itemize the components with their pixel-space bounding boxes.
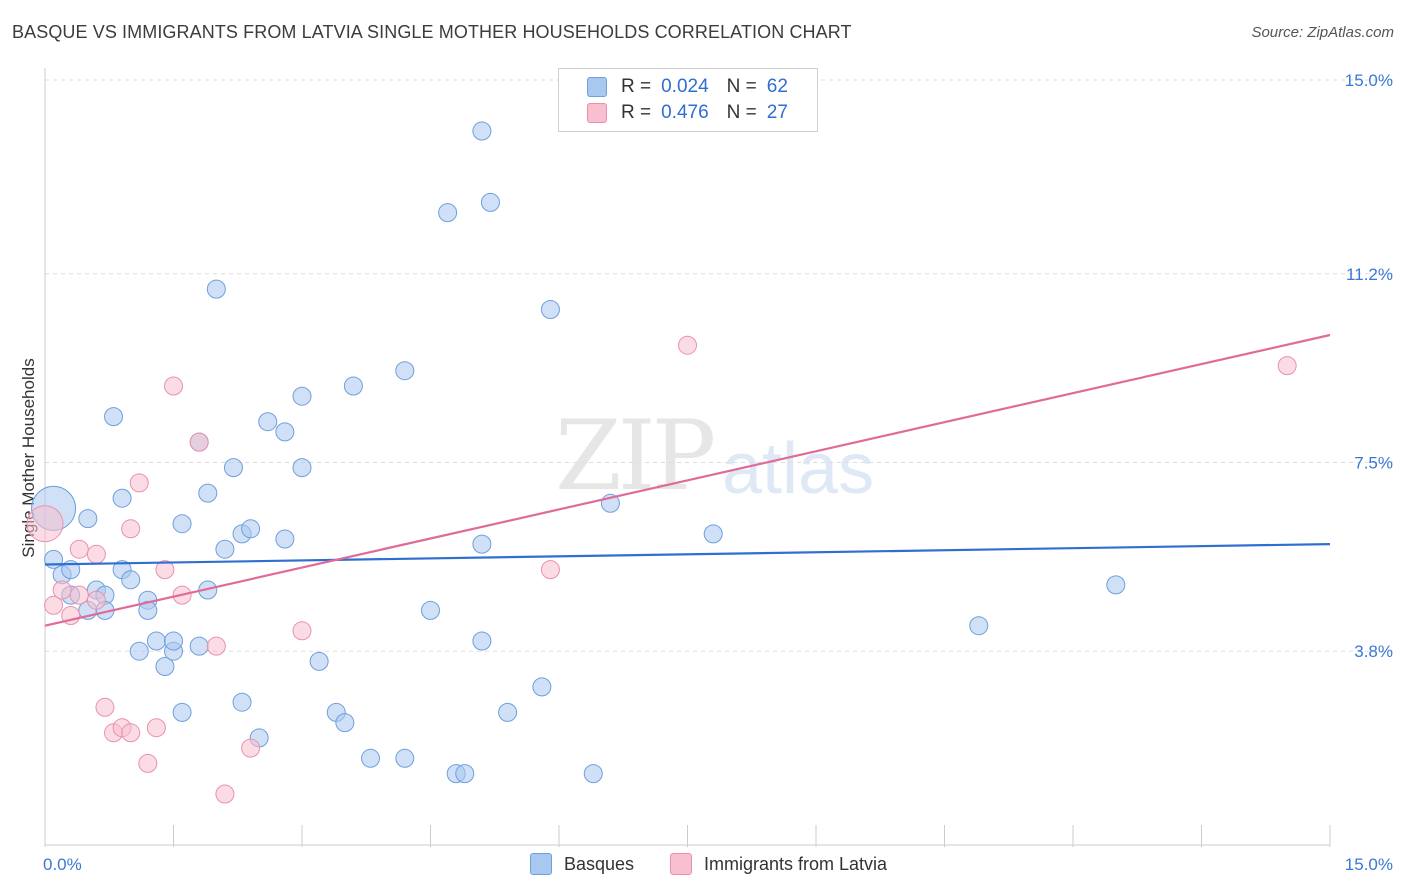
legend-n-label: N = [726,102,757,123]
latvia-point [121,519,141,539]
basque-point [241,519,261,539]
basque-point [309,651,329,671]
latvia-point [138,753,158,773]
latvia-point [206,636,226,656]
chart-title: BASQUE VS IMMIGRANTS FROM LATVIA SINGLE … [12,22,852,42]
basque-point [189,636,209,656]
latvia-point [164,376,183,396]
basque-point [498,702,518,722]
basque-point [206,279,226,299]
basque-point [395,748,415,768]
basque-point [361,748,381,768]
bottom-legend-label: Basques [564,853,635,874]
basque-trend-line [44,543,1331,566]
basque-point [583,764,603,784]
basque-point [532,677,552,697]
basque-point [112,488,132,508]
basque-point [472,121,492,141]
basque-point [292,458,312,478]
blue-swatch-icon [530,853,552,875]
y-tick-label: 15.0% [1345,71,1393,90]
basque-point [472,534,492,554]
basque-point [438,203,458,223]
basque-point [969,616,989,636]
y-tick-label: 3.8% [1354,642,1393,661]
pink-swatch-icon [587,103,607,123]
basque-point [455,764,475,784]
latvia-point [86,544,106,564]
watermark-atlas: atlas [722,429,875,509]
basque-point [421,600,440,620]
latvia-point [86,590,106,610]
latvia-trend-line [44,333,1331,627]
watermark-zip: ZIP [555,400,716,512]
latvia-point [69,539,89,559]
legend-r-label: R = [621,102,652,123]
basque-point [232,692,252,712]
latvia-point [189,432,209,452]
latvia-point [678,335,697,355]
source-label: Source: ZipAtlas.com [1251,24,1394,41]
basque-point [104,407,124,427]
basque-point [129,641,149,661]
basque-point [540,300,560,319]
correlation-legend: R = 0.024 N = 62 R = 0.476 N = 27 [558,68,818,132]
latvia-point [1277,356,1297,376]
latvia-point [26,505,64,543]
x-tick-label: 0.0% [43,855,82,874]
basque-point [703,524,723,544]
legend-r-label: R = [621,76,652,97]
legend-n-value: 62 [766,76,788,97]
basque-point [172,702,192,722]
latvia-point [146,718,166,738]
basque-point [275,529,295,549]
basque-point [292,386,312,406]
basque-point [78,509,98,529]
pink-swatch-icon [670,853,692,875]
legend-row-latvia: R = 0.476 N = 27 [587,101,788,125]
latvia-point [95,697,115,717]
bottom-legend-basques: Basques [530,851,634,877]
latvia-point [215,784,235,804]
basque-point [1106,575,1126,595]
y-tick-label: 7.5% [1354,454,1393,473]
basque-point [275,422,295,442]
latvia-point [241,738,261,758]
basque-point [472,631,492,651]
legend-n-value: 27 [766,102,788,123]
basque-point [155,657,175,676]
bottom-legend-latvia: Immigrants from Latvia [670,851,887,877]
latvia-point [129,473,149,493]
basque-point [164,631,183,651]
basque-point [172,514,192,534]
basque-point [215,539,235,559]
legend-r-value: 0.024 [661,76,709,97]
basque-point [343,376,363,396]
legend-row-basques: R = 0.024 N = 62 [587,75,788,99]
latvia-point [121,723,141,743]
legend-r-value: 0.476 [661,102,709,123]
basque-point [480,192,500,212]
basque-point [198,483,218,503]
legend-n-label: N = [726,76,757,97]
latvia-point [52,580,72,600]
basque-point [223,458,243,478]
basque-point [335,713,355,733]
bottom-legend-label: Immigrants from Latvia [704,853,888,874]
blue-swatch-icon [587,77,607,97]
latvia-point [69,585,89,605]
x-tick-label: 15.0% [1345,855,1393,874]
basque-point [258,412,278,432]
latvia-point [540,560,560,580]
latvia-point [44,595,64,615]
latvia-point [155,560,175,580]
basque-point [146,631,166,651]
basque-point [395,361,415,381]
latvia-point [292,621,312,641]
y-tick-label: 11.2% [1346,265,1393,284]
basque-point [121,570,141,590]
